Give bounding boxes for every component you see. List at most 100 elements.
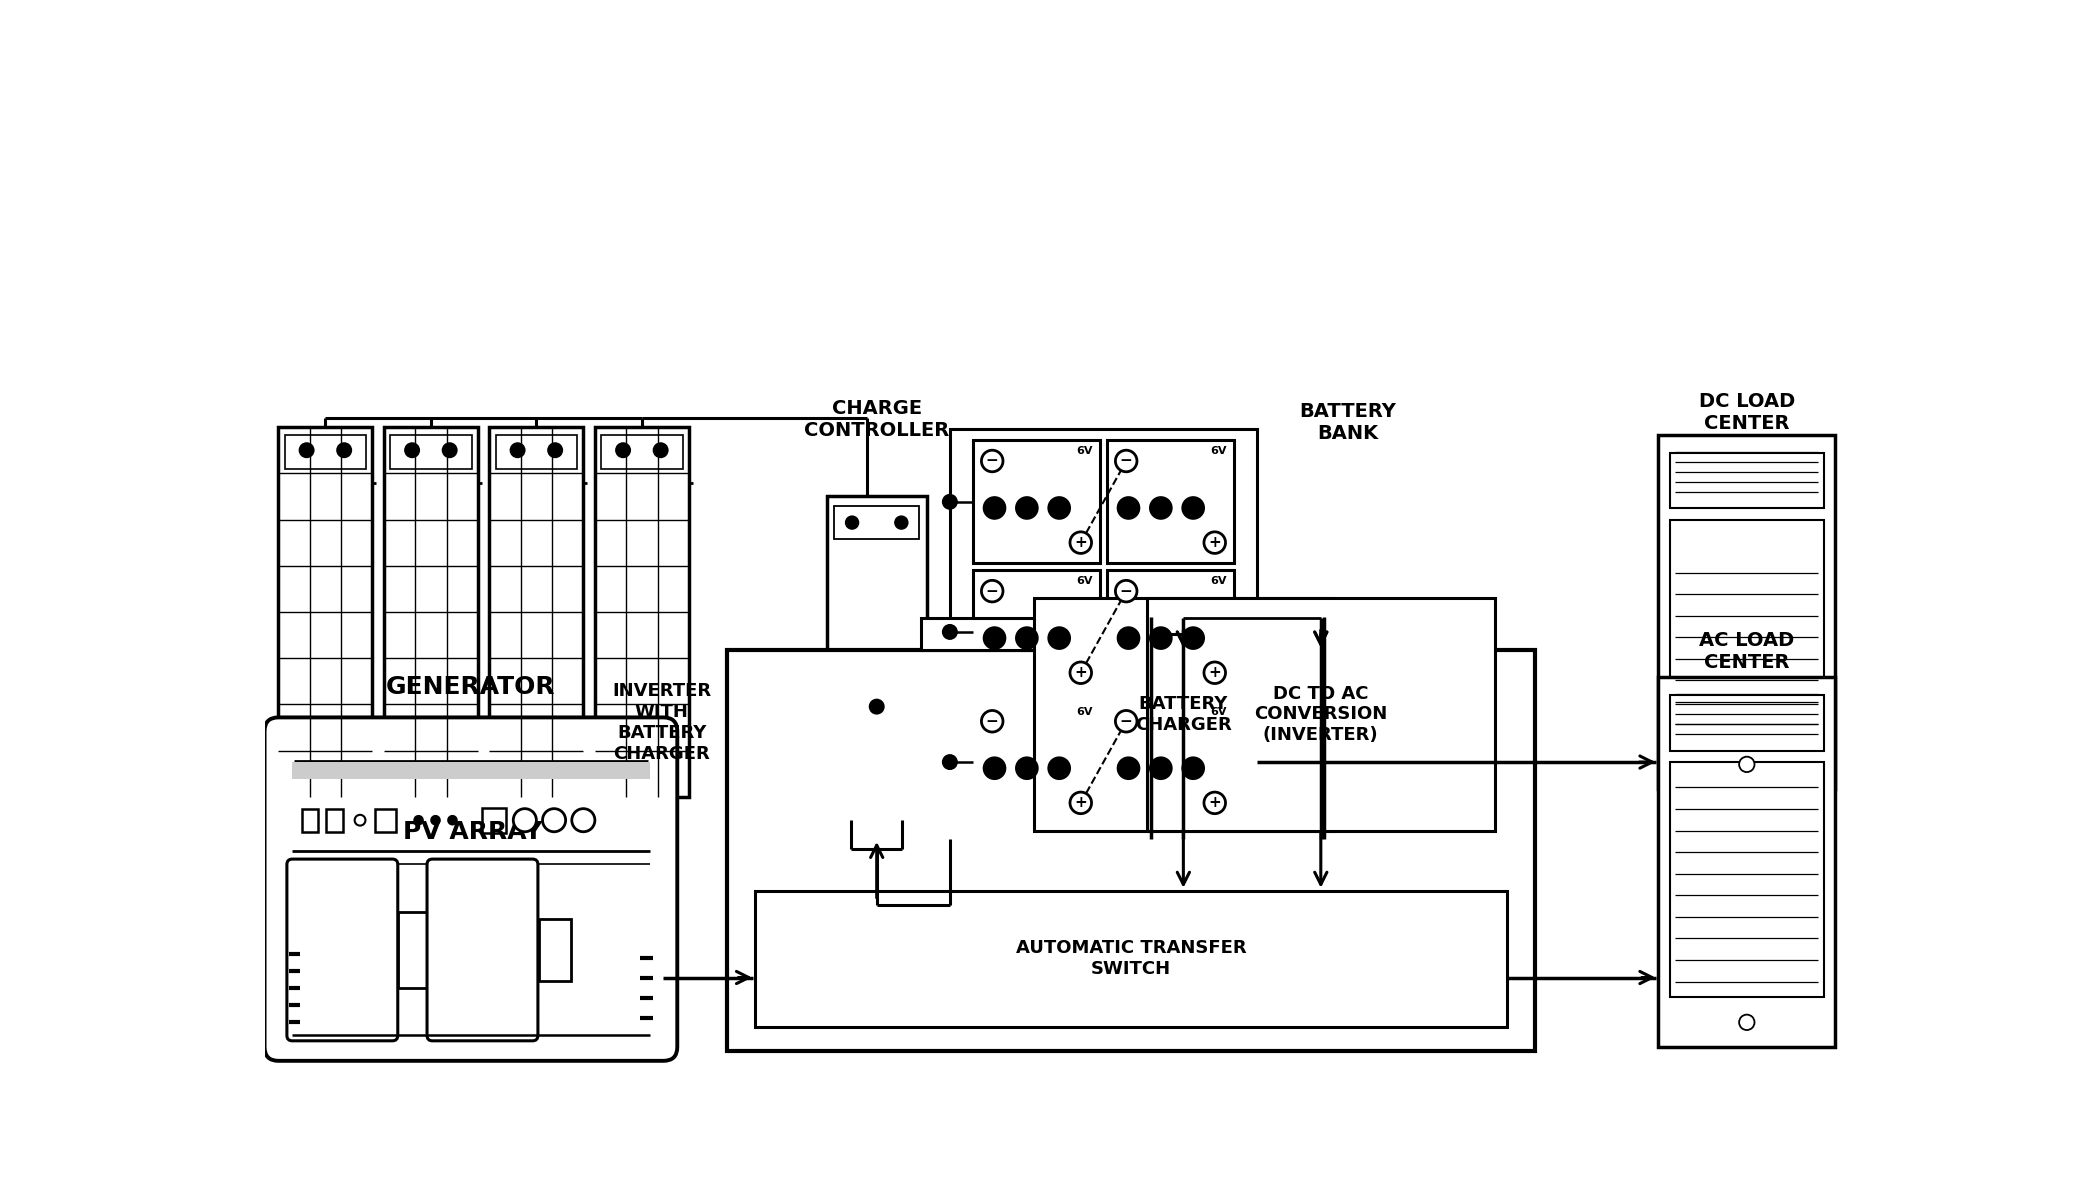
Circle shape [981, 450, 1002, 472]
Circle shape [432, 816, 440, 824]
Text: BATTERY
CHARGER: BATTERY CHARGER [1135, 695, 1233, 734]
Bar [540, 919, 571, 981]
Circle shape [654, 443, 668, 458]
Bar [1670, 453, 1824, 508]
Circle shape [542, 809, 566, 831]
Bar [398, 913, 427, 987]
Circle shape [1048, 757, 1071, 779]
Bar [1106, 570, 1235, 694]
Circle shape [548, 443, 562, 458]
Circle shape [1183, 757, 1204, 779]
Text: 6V: 6V [1210, 447, 1226, 456]
Circle shape [1150, 628, 1172, 649]
Circle shape [1017, 628, 1038, 649]
Bar [326, 809, 342, 831]
Text: 6V: 6V [1075, 447, 1091, 456]
Text: +: + [1075, 665, 1087, 680]
Text: 6V: 6V [1210, 707, 1226, 716]
Circle shape [1048, 628, 1071, 649]
Bar [1670, 695, 1824, 750]
Text: −: − [986, 714, 998, 728]
Circle shape [942, 755, 957, 769]
Circle shape [616, 443, 631, 458]
Circle shape [355, 815, 365, 825]
FancyBboxPatch shape [286, 859, 398, 1041]
Bar [376, 809, 396, 831]
Text: +: + [1075, 795, 1087, 810]
Bar [826, 496, 928, 819]
Circle shape [338, 443, 351, 458]
Circle shape [984, 628, 1004, 649]
Bar [1147, 598, 1494, 830]
Circle shape [573, 809, 596, 831]
Circle shape [1116, 710, 1137, 732]
Text: GENERATOR: GENERATOR [386, 674, 556, 698]
Bar [596, 428, 689, 797]
Text: AUTOMATIC TRANSFER
SWITCH: AUTOMATIC TRANSFER SWITCH [1015, 939, 1247, 978]
Bar [973, 701, 1100, 824]
Circle shape [415, 816, 423, 824]
Circle shape [894, 516, 907, 528]
Bar [384, 428, 477, 797]
Bar [490, 428, 583, 797]
Circle shape [1183, 628, 1204, 649]
Bar [1670, 520, 1824, 739]
Circle shape [1739, 757, 1755, 772]
Bar [293, 762, 649, 779]
Bar [921, 618, 1340, 651]
Bar [973, 440, 1100, 563]
Text: −: − [1120, 583, 1133, 599]
Bar [483, 807, 506, 833]
Text: 6V: 6V [1075, 707, 1091, 716]
Text: +: + [1208, 665, 1220, 680]
Circle shape [1150, 497, 1172, 519]
Circle shape [1739, 1015, 1755, 1030]
FancyBboxPatch shape [266, 718, 676, 1061]
Text: −: − [986, 583, 998, 599]
Bar [278, 428, 371, 797]
Text: +: + [1075, 536, 1087, 550]
Bar [602, 435, 683, 470]
Circle shape [869, 700, 884, 714]
Bar [1658, 435, 1836, 789]
Bar [726, 651, 1536, 1051]
Bar [496, 435, 577, 470]
Bar [390, 435, 471, 470]
Circle shape [1118, 757, 1139, 779]
Circle shape [299, 443, 313, 458]
Bar [1106, 701, 1235, 824]
Circle shape [1204, 662, 1226, 684]
Circle shape [513, 809, 535, 831]
Circle shape [1118, 497, 1139, 519]
Text: 6V: 6V [1075, 576, 1091, 587]
Circle shape [1071, 792, 1091, 813]
Text: +: + [1208, 795, 1220, 810]
Text: +: + [1208, 536, 1220, 550]
Bar [301, 809, 317, 831]
Circle shape [1071, 532, 1091, 553]
Circle shape [1071, 662, 1091, 684]
Bar [755, 890, 1506, 1027]
Circle shape [1116, 580, 1137, 601]
Circle shape [1204, 532, 1226, 553]
Bar [284, 435, 365, 470]
Bar [1670, 762, 1824, 997]
Circle shape [1118, 628, 1139, 649]
Circle shape [1048, 497, 1071, 519]
Circle shape [448, 816, 456, 824]
Circle shape [847, 516, 859, 528]
Bar [950, 429, 1257, 839]
Circle shape [510, 443, 525, 458]
Text: −: − [1120, 454, 1133, 468]
Text: DC TO AC
CONVERSION
(INVERTER): DC TO AC CONVERSION (INVERTER) [1253, 685, 1388, 744]
Circle shape [405, 443, 419, 458]
Bar [834, 507, 919, 539]
Circle shape [981, 710, 1002, 732]
Text: PV ARRAY: PV ARRAY [403, 819, 542, 843]
Text: DC LOAD
CENTER: DC LOAD CENTER [1699, 393, 1795, 434]
Bar [1658, 677, 1836, 1047]
Circle shape [942, 625, 957, 639]
Text: −: − [986, 454, 998, 468]
Circle shape [984, 757, 1004, 779]
Text: BATTERY
BANK: BATTERY BANK [1299, 401, 1396, 443]
